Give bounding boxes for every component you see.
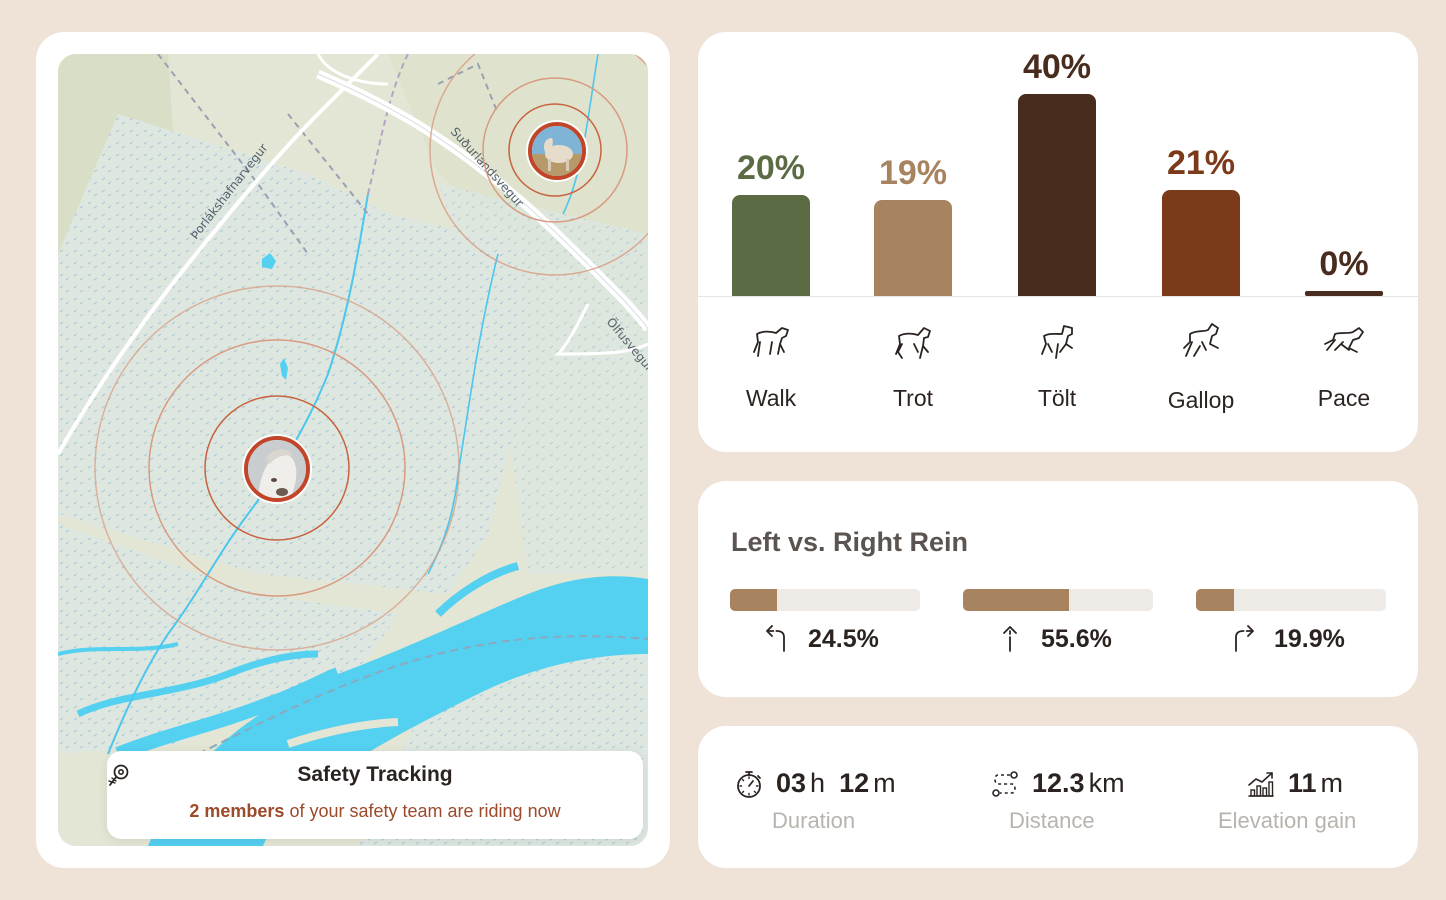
rein-straight-value: 55.6%: [1041, 625, 1112, 653]
gait-baseline: [698, 296, 1418, 297]
duration-minutes: 12: [839, 768, 870, 798]
distance-unit: km: [1088, 768, 1125, 798]
gait-bar: [1305, 291, 1383, 296]
rein-balance-card: Left vs. Right Rein 24.5% 55.6% 19.9%: [698, 481, 1418, 697]
rein-progress-fill: [730, 589, 777, 611]
gait-bar: [1162, 189, 1240, 296]
safety-subtitle: 2 members of your safety team are riding…: [107, 801, 643, 822]
safety-title: Safety Tracking: [297, 763, 453, 786]
gait-name-label: Pace: [1317, 385, 1371, 411]
horse-pace-icon: [1324, 327, 1364, 353]
gait-name-label: Walk: [745, 385, 797, 411]
horse-photo-icon: [532, 126, 582, 176]
horse-walk-icon: [753, 327, 789, 357]
distance-value: 12.3: [1032, 768, 1085, 798]
tracking-map[interactable]: Þorlákshafnarvegur Suðurlandsvegur Ölfus…: [58, 54, 648, 846]
horse-trot-icon: [895, 327, 931, 359]
horse-tolt-icon: [1041, 325, 1073, 359]
gait-percent-label: 21%: [1166, 143, 1236, 182]
tracking-rings: [94, 54, 648, 651]
route-icon: [992, 770, 1018, 797]
gait-percent-label: 20%: [736, 149, 806, 187]
straight-up-arrow-icon: [1003, 626, 1017, 652]
gait-bar: [1018, 94, 1096, 296]
gait-percent-label: 19%: [878, 154, 948, 193]
rein-progress-track: [730, 589, 920, 611]
horse-photo-icon: [248, 440, 306, 498]
map-background: Þorlákshafnarvegur Suðurlandsvegur Ölfus…: [58, 54, 648, 846]
rein-progress-track: [963, 589, 1153, 611]
horse-gallop-icon: [1183, 323, 1219, 357]
rein-item-straight: 55.6%: [963, 589, 1153, 659]
elevation-chart-icon: [1248, 771, 1274, 797]
elevation-unit: m: [1320, 768, 1344, 798]
ride-stats-card: 03 h 12 m Duration 12.3 km Distance: [698, 726, 1418, 868]
elevation-value: 11: [1288, 768, 1317, 798]
safety-subtitle-rest: of your safety team are riding now: [284, 801, 561, 821]
rein-right-value: 19.9%: [1274, 625, 1345, 653]
gait-distribution-card: 20% Walk 19% Trot 40% Tölt 21% Gallop 0% Pace: [698, 32, 1418, 452]
rein-left-value: 24.5%: [808, 625, 879, 653]
map-pin-compass-icon: [108, 764, 129, 786]
rein-title: Left vs. Right Rein: [731, 527, 969, 557]
elevation-label: Elevation gain: [1218, 808, 1357, 833]
map-card: Þorlákshafnarvegur Suðurlandsvegur Ölfus…: [36, 32, 670, 868]
duration-hours: 03: [776, 768, 807, 798]
turn-left-arrow-icon: [766, 625, 785, 652]
safety-member-count: 2 members: [189, 801, 285, 821]
duration-hours-unit: h: [810, 768, 826, 798]
duration-label: Duration: [772, 808, 856, 833]
turn-right-arrow-icon: [1235, 625, 1254, 652]
rein-progress-fill: [963, 589, 1069, 611]
gait-name-label: Tölt: [1037, 385, 1077, 411]
distance-label: Distance: [1009, 808, 1095, 833]
gait-percent-label: 40%: [1022, 48, 1092, 86]
rein-progress-track: [1196, 589, 1386, 611]
gait-bar: [874, 200, 952, 296]
stopwatch-icon: [737, 770, 761, 798]
rider-avatar[interactable]: [244, 436, 310, 502]
rein-item-right: 19.9%: [1196, 589, 1386, 659]
gait-percent-label: 0%: [1319, 245, 1369, 283]
gait-name-label: Gallop: [1167, 387, 1235, 413]
safety-tracking-panel[interactable]: Safety Tracking 2 members of your safety…: [107, 751, 643, 839]
rein-progress-fill: [1196, 589, 1234, 611]
gait-name-label: Trot: [892, 385, 934, 411]
rein-item-left: 24.5%: [730, 589, 920, 659]
rider-avatar[interactable]: [528, 122, 586, 180]
duration-minutes-unit: m: [873, 768, 896, 798]
gait-bar: [732, 195, 810, 296]
